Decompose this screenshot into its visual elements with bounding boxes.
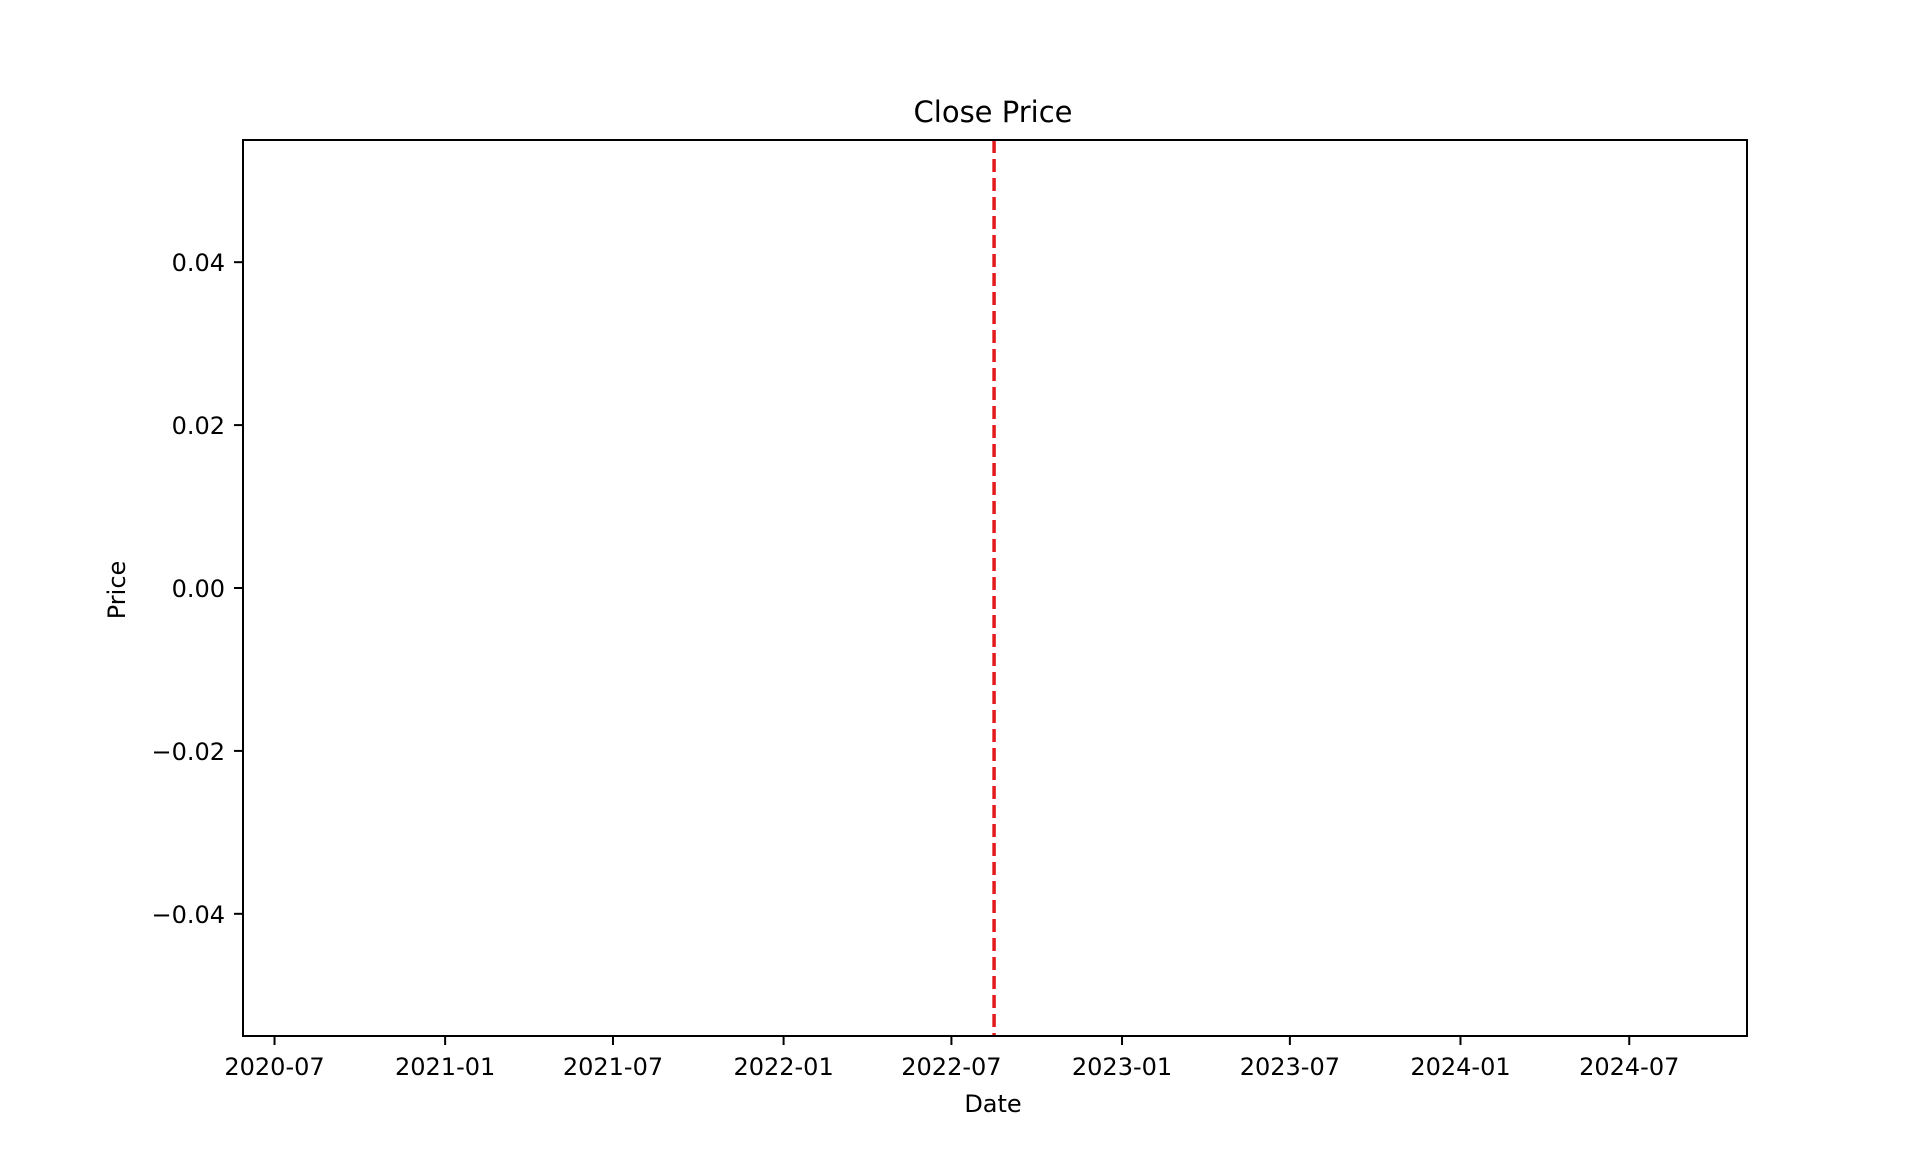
x-tick-label: 2024-01 — [1410, 1053, 1510, 1081]
x-tick-label: 2024-07 — [1579, 1053, 1679, 1081]
x-axis-ticks: 2020-07 2021-01 2021-07 2022-01 2022-07 2023-… — [224, 1036, 1679, 1081]
y-tick-label: −0.04 — [151, 901, 225, 929]
x-tick-label: 2022-01 — [733, 1053, 833, 1081]
y-tick-label: 0.02 — [172, 412, 225, 440]
y-axis-label: Price — [103, 561, 131, 620]
x-tick-label: 2023-07 — [1240, 1053, 1340, 1081]
y-tick-label: 0.04 — [172, 249, 225, 277]
x-tick-label: 2021-01 — [395, 1053, 495, 1081]
x-tick-label: 2022-07 — [901, 1053, 1001, 1081]
y-axis-ticks: 0.04 0.02 0.00 −0.02 −0.04 — [151, 249, 243, 929]
x-axis-label: Date — [964, 1090, 1021, 1118]
x-tick-label: 2020-07 — [224, 1053, 324, 1081]
chart-title: Close Price — [914, 95, 1073, 129]
y-tick-label: −0.02 — [151, 738, 225, 766]
x-tick-label: 2023-01 — [1072, 1053, 1172, 1081]
y-tick-label: 0.00 — [172, 575, 225, 603]
x-tick-label: 2021-07 — [563, 1053, 663, 1081]
